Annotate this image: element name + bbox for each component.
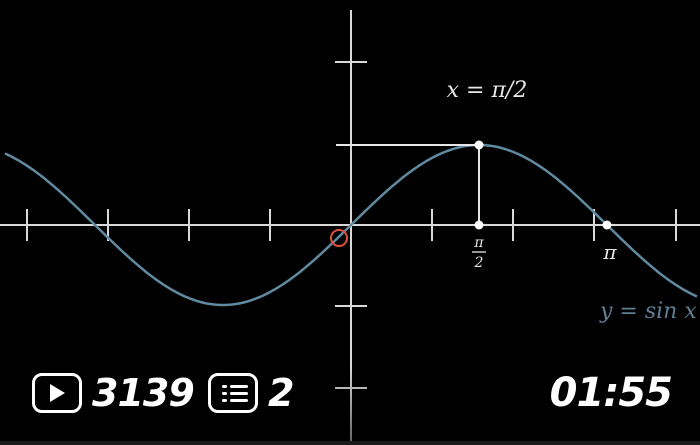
sine-curve	[4, 143, 698, 307]
x-axis-ticks	[26, 209, 677, 241]
pi-axis-dot	[602, 220, 612, 230]
list-icon	[208, 373, 258, 413]
lists-count: 2	[268, 371, 294, 415]
progress-track	[0, 441, 700, 445]
play-icon	[32, 373, 82, 413]
stats-overlay	[0, 365, 700, 445]
views-stat: 3139	[32, 368, 195, 418]
origin-marker	[330, 229, 348, 247]
half-pi-numerator: π	[473, 235, 484, 251]
half-pi-denominator: 2	[474, 255, 484, 271]
video-duration: 01:55	[549, 370, 673, 416]
half-pi-axis-dot	[474, 220, 484, 230]
lists-stat: 2	[208, 368, 294, 418]
pi-tick-label: π	[602, 240, 617, 264]
point-label: x = π/2	[447, 78, 528, 103]
curve-label: y = sin x	[599, 299, 697, 324]
views-count: 3139	[92, 371, 195, 415]
max-point-dot	[474, 140, 484, 150]
